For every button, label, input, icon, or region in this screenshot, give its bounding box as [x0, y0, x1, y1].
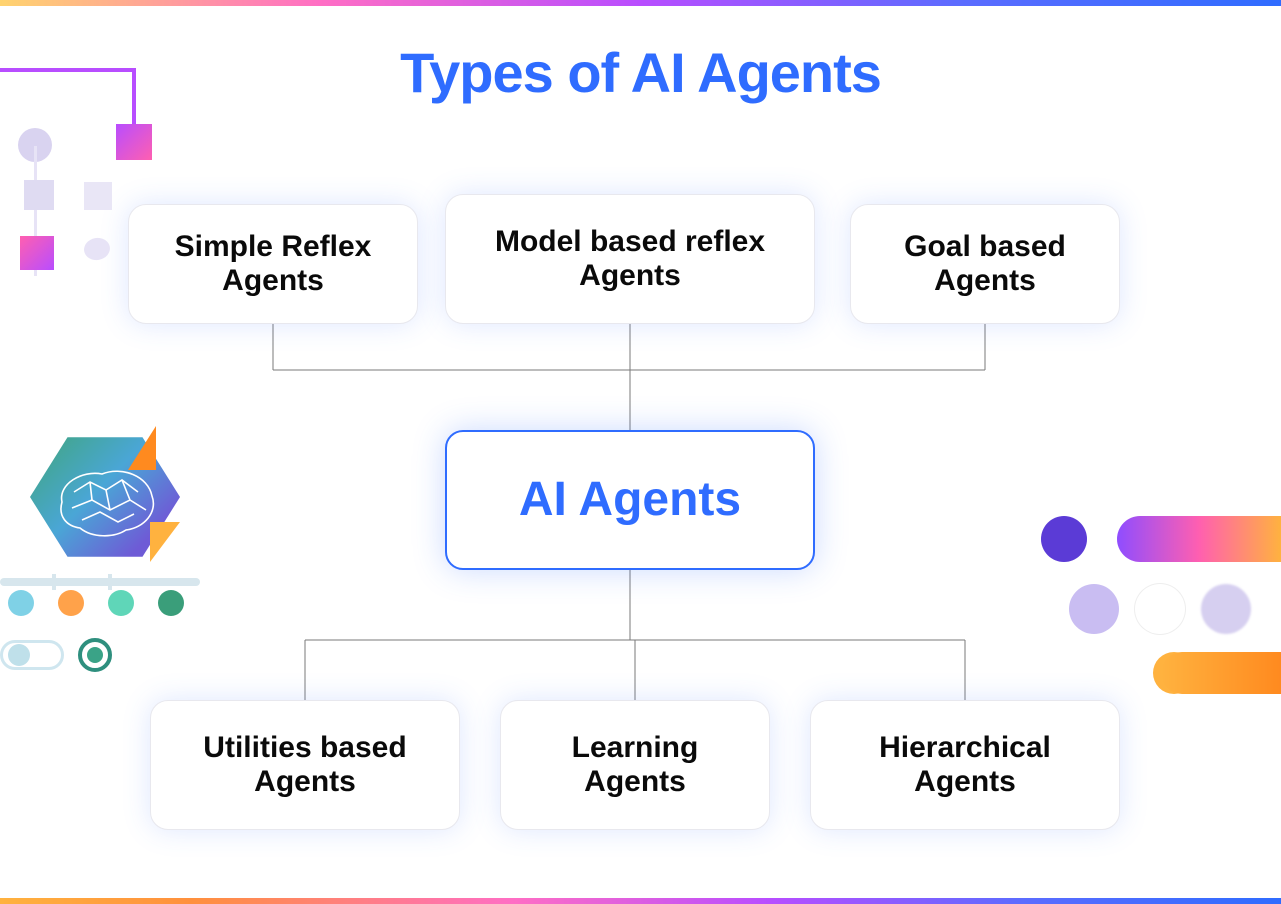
deco-right-circle-white: [1135, 584, 1185, 634]
deco-right-pill-orange: [1161, 652, 1281, 694]
frame-border-bottom: [0, 898, 1281, 904]
deco-pill-dot: [8, 644, 30, 666]
node-label: Learning Agents: [519, 731, 751, 800]
deco-tl-blob: [82, 236, 111, 262]
deco-right-circle-purple: [1041, 516, 1087, 562]
deco-dot-2: [58, 590, 84, 616]
node-utilities-based: Utilities based Agents: [150, 700, 460, 830]
page-title: Types of AI Agents: [0, 40, 1281, 105]
deco-dot-4: [158, 590, 184, 616]
deco-tl-hline: [0, 68, 136, 72]
node-label: Hierarchical Agents: [829, 731, 1101, 800]
deco-dot-3: [108, 590, 134, 616]
frame-border-top: [0, 0, 1281, 6]
deco-tl-square-gradient-2: [20, 236, 54, 270]
deco-tl-square-soft-1: [24, 180, 54, 210]
deco-ring: [78, 638, 112, 672]
node-hierarchical: Hierarchical Agents: [810, 700, 1120, 830]
node-label: Goal based Agents: [869, 230, 1101, 299]
node-label: AI Agents: [519, 472, 741, 527]
deco-right-pill-gradient: [1117, 516, 1281, 562]
node-model-based-reflex: Model based reflex Agents: [445, 194, 815, 324]
node-simple-reflex: Simple Reflex Agents: [128, 204, 418, 324]
node-label: Simple Reflex Agents: [147, 230, 399, 299]
node-ai-agents: AI Agents: [445, 430, 815, 570]
deco-right-circle-soft-1: [1069, 584, 1119, 634]
node-goal-based: Goal based Agents: [850, 204, 1120, 324]
deco-rail: [0, 578, 200, 586]
deco-right-circle-soft-2: [1201, 584, 1251, 634]
node-label: Model based reflex Agents: [464, 225, 796, 294]
node-label: Utilities based Agents: [169, 731, 441, 800]
node-learning: Learning Agents: [500, 700, 770, 830]
brain-icon: [52, 462, 162, 542]
deco-tl-square-soft-2: [84, 182, 112, 210]
deco-dot-1: [8, 590, 34, 616]
deco-tl-square-gradient: [116, 124, 152, 160]
